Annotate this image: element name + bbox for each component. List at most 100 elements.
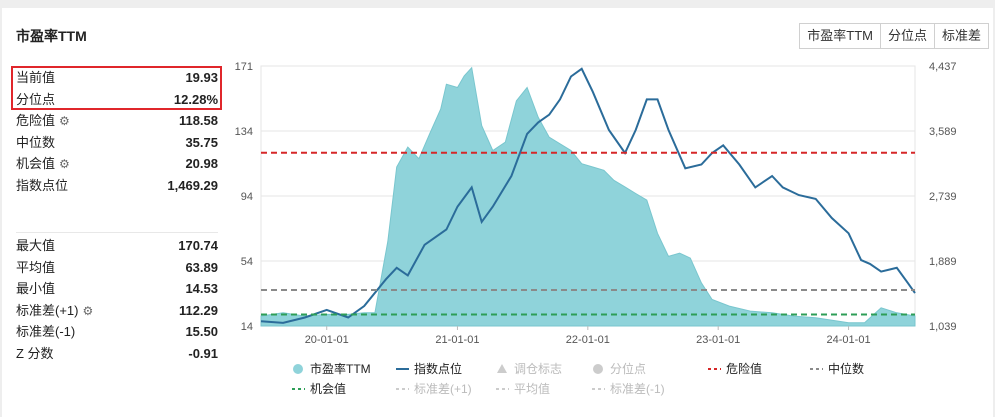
legend-pe-ttm[interactable]: 市盈率TTM — [293, 361, 371, 376]
stat-label-text: 最大值 — [16, 238, 56, 253]
stat-label: 最大值 — [16, 235, 55, 257]
stat-value: 170.74 — [178, 238, 218, 253]
legend-index-level[interactable]: 指数点位 — [396, 361, 462, 376]
axes: 171 134 94 54 14 4,437 3,589 2,739 1,889 1,039 20-… — [235, 61, 957, 346]
stat-value: -0.91 — [188, 346, 218, 361]
legend-median[interactable]: 中位数 — [810, 361, 864, 376]
stat-label-text: 危险值 — [16, 113, 56, 129]
legend-opportunity[interactable]: 机会值 — [292, 381, 346, 396]
y-right-tick-label: 3,589 — [929, 126, 957, 138]
stat-value: 112.29 — [178, 302, 218, 318]
legend-std-plus-1[interactable]: 标准差(+1) — [396, 382, 472, 396]
stat-label: 当前值 — [16, 67, 55, 89]
percentile-button[interactable]: 分位点 — [879, 24, 934, 48]
current-value-highlight — [11, 66, 222, 110]
pe-area — [260, 66, 916, 327]
stat-value: 1,469.29 — [167, 178, 218, 193]
stat-label: 危险值 ⚙ — [16, 110, 70, 132]
stat-row: 当前值 19.93 — [16, 67, 218, 89]
stat-label: 中位数 — [16, 132, 55, 154]
stat-label-text: 机会值 — [16, 156, 56, 172]
stat-label: Z 分数 — [16, 343, 54, 365]
stat-label-text: 当前值 — [16, 70, 56, 85]
x-tick-label: 22-01-01 — [566, 334, 610, 346]
stats-divider — [16, 232, 218, 233]
stat-value: 14.53 — [185, 281, 218, 297]
stat-row: 标准差(+1) ⚙ 112.29 — [16, 300, 218, 322]
stat-row: Z 分数 -0.91 — [16, 343, 218, 365]
stat-row: 指数点位 1,469.29 — [16, 175, 218, 197]
legend-label: 标准差(-1) — [610, 382, 665, 396]
stat-label: 标准差(-1) — [16, 321, 75, 343]
legend-label: 指数点位 — [414, 361, 462, 376]
y-left-tick-label: 171 — [235, 61, 253, 73]
stat-label: 机会值 ⚙ — [16, 153, 70, 175]
stat-row: 最大值 170.74 — [16, 235, 218, 257]
stat-value: 15.50 — [185, 324, 218, 340]
stat-row: 机会值 ⚙ 20.98 — [16, 153, 218, 175]
legend-label: 市盈率TTM — [310, 361, 371, 376]
stat-label-text: 指数点位 — [16, 178, 69, 193]
gear-icon[interactable]: ⚙ — [82, 303, 94, 318]
legend-label: 平均值 — [514, 381, 550, 396]
stat-value: 19.93 — [185, 70, 218, 85]
legend-danger[interactable]: 危险值 — [708, 361, 762, 376]
stat-value: 118.58 — [178, 113, 218, 129]
legend-average[interactable]: 平均值 — [496, 381, 550, 396]
stat-label: 分位点 — [16, 89, 55, 111]
stat-row: 标准差(-1) 15.50 — [16, 321, 218, 343]
legend-circle-icon — [293, 364, 303, 374]
legend-label: 中位数 — [828, 361, 864, 376]
legend-percentile[interactable]: 分位点 — [593, 361, 646, 376]
stat-value: 63.89 — [185, 259, 218, 275]
stat-row: 中位数 35.75 — [16, 132, 218, 154]
panel-title: 市盈率TTM — [16, 28, 87, 44]
stat-label-text: 分位点 — [16, 91, 56, 107]
stat-label-text: 标准差(+1) — [16, 302, 79, 318]
stat-value: 20.98 — [185, 156, 218, 172]
index-line — [260, 67, 916, 324]
legend-label: 标准差(+1) — [414, 382, 472, 396]
stat-row: 最小值 14.53 — [16, 278, 218, 300]
stat-label: 标准差(+1) ⚙ — [16, 300, 93, 322]
legend-label: 机会值 — [310, 381, 346, 396]
y-left-tick-label: 94 — [241, 191, 253, 203]
stat-label-text: 标准差(-1) — [16, 324, 76, 340]
x-tick-label: 21-01-01 — [435, 334, 479, 346]
legend-label: 分位点 — [610, 361, 646, 376]
gear-icon[interactable]: ⚙ — [59, 157, 70, 172]
y-right-tick-label: 1,889 — [929, 256, 957, 268]
legend-rebalance-flag[interactable]: 调仓标志 — [497, 362, 562, 376]
stat-label-text: Z 分数 — [16, 346, 54, 361]
stat-value: 35.75 — [185, 134, 218, 150]
stat-row: 分位点 12.28% — [16, 89, 218, 111]
pe-ttm-button[interactable]: 市盈率TTM — [807, 28, 873, 43]
stat-row: 危险值 ⚙ 118.58 — [16, 110, 218, 132]
stat-row: 平均值 63.89 — [16, 257, 218, 279]
reference-lines — [261, 151, 915, 316]
legend-circle-icon — [593, 364, 603, 374]
std-dev-button[interactable]: 标准差 — [933, 24, 988, 48]
index-line-series — [260, 67, 916, 324]
x-tick-label: 24-01-01 — [827, 334, 871, 346]
view-toggle-group: 市盈率TTM 分位点 标准差 — [799, 23, 989, 49]
stat-label-text: 中位数 — [16, 134, 56, 150]
stat-value: 12.28% — [173, 91, 218, 107]
stat-label-text: 最小值 — [16, 281, 56, 297]
legend-label: 危险值 — [726, 361, 762, 376]
y-left-tick-label: 134 — [235, 126, 253, 138]
stat-label: 平均值 — [16, 257, 55, 279]
y-right-tick-label: 1,039 — [929, 321, 957, 333]
stat-label: 最小值 — [16, 278, 55, 300]
legend-label: 调仓标志 — [514, 362, 562, 376]
legend-triangle-icon — [497, 364, 507, 373]
legend-std-minus-1[interactable]: 标准差(-1) — [592, 382, 665, 396]
gear-icon[interactable]: ⚙ — [59, 114, 70, 129]
y-left-tick-label: 54 — [241, 256, 253, 268]
stat-label-text: 平均值 — [16, 259, 56, 275]
pe-area-series — [260, 66, 916, 327]
y-left-tick-label: 14 — [241, 321, 253, 333]
y-right-tick-label: 4,437 — [929, 61, 957, 73]
